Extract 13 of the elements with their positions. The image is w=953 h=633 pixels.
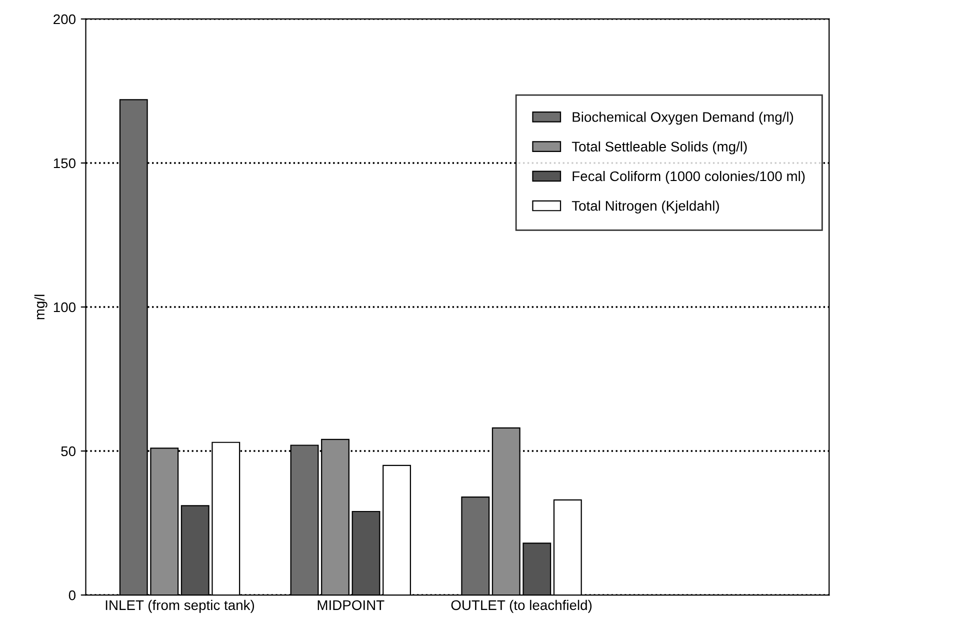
legend-label: Total Nitrogen (Kjeldahl) bbox=[572, 200, 719, 214]
legend-label: Fecal Coliform (1000 colonies/100 ml) bbox=[572, 170, 805, 184]
y-tick-label: 50 bbox=[61, 446, 76, 456]
y-tick-label: 100 bbox=[54, 302, 76, 312]
legend-label: Biochemical Oxygen Demand (mg/l) bbox=[572, 112, 794, 125]
x-tick-label: OUTLET (to leachfield) bbox=[451, 600, 592, 613]
y-axis-title: mg/l bbox=[34, 294, 48, 320]
y-tick-label: 200 bbox=[54, 14, 76, 24]
y-tick-label: 150 bbox=[54, 158, 76, 168]
x-tick-label: INLET (from septic tank) bbox=[106, 600, 254, 613]
x-tick-label: MIDPOINT bbox=[318, 600, 384, 610]
legend-label: Total Settleable Solids (mg/l) bbox=[572, 141, 747, 154]
y-tick-label: 0 bbox=[68, 590, 76, 600]
